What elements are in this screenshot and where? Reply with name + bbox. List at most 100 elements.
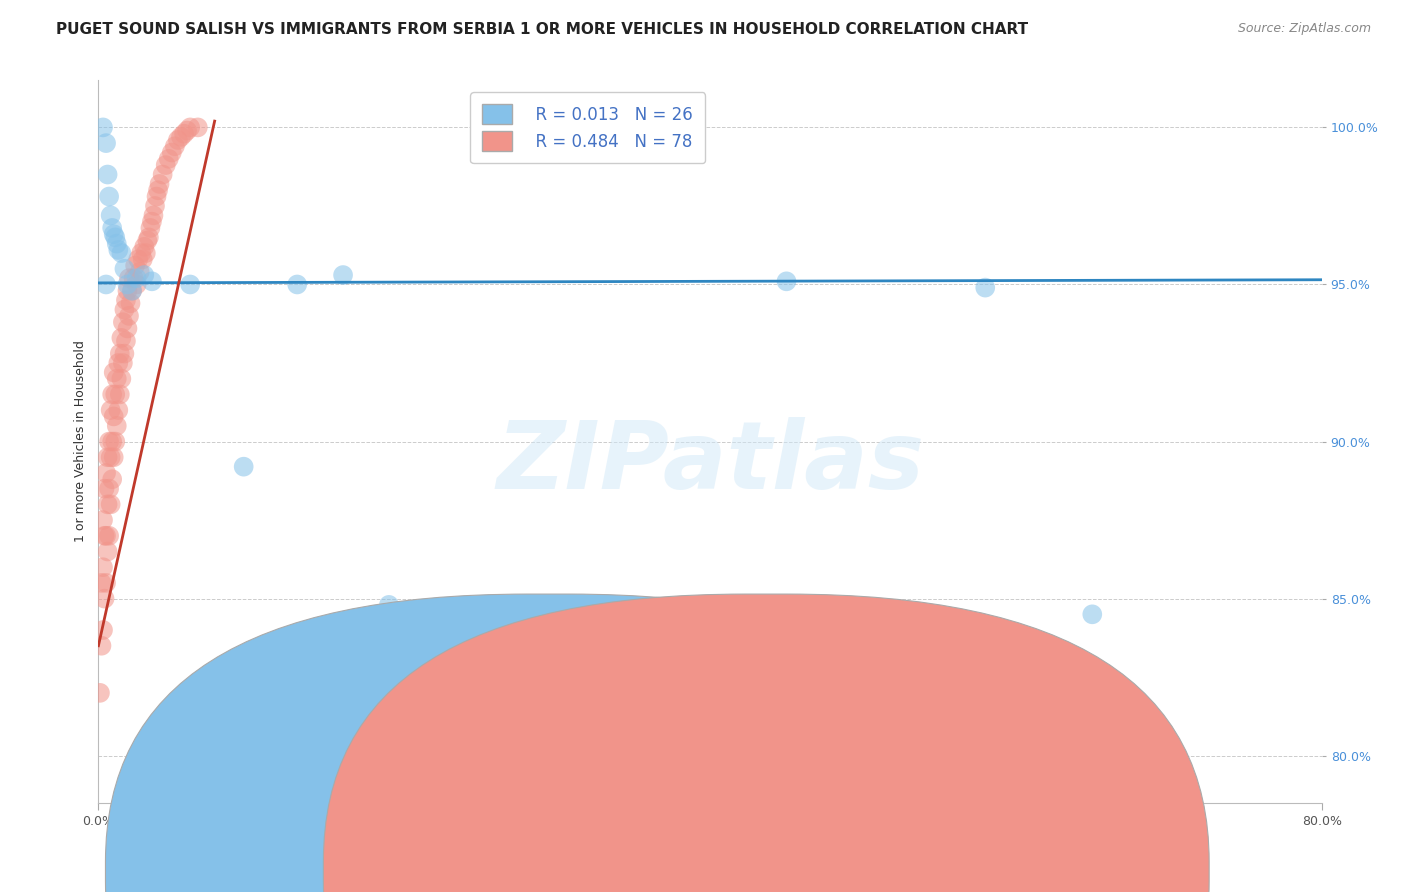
Legend:   R = 0.013   N = 26,   R = 0.484   N = 78: R = 0.013 N = 26, R = 0.484 N = 78 <box>471 92 704 163</box>
Point <box>110 246 132 260</box>
Point <box>146 183 169 197</box>
Point <box>974 280 997 294</box>
Point <box>125 277 148 292</box>
Point <box>125 271 148 285</box>
Point <box>91 623 114 637</box>
Point <box>141 274 163 288</box>
Point <box>179 277 201 292</box>
Point <box>108 346 131 360</box>
Point <box>132 252 155 267</box>
Point <box>121 284 143 298</box>
Point <box>93 529 115 543</box>
Point <box>111 315 134 329</box>
Point <box>103 227 125 242</box>
Point <box>775 274 797 288</box>
Point <box>138 230 160 244</box>
Point <box>129 246 152 260</box>
Text: PUGET SOUND SALISH VS IMMIGRANTS FROM SERBIA 1 OR MORE VEHICLES IN HOUSEHOLD COR: PUGET SOUND SALISH VS IMMIGRANTS FROM SE… <box>56 22 1028 37</box>
Point <box>163 139 186 153</box>
Point <box>97 450 120 465</box>
Point <box>101 472 124 486</box>
Point <box>103 409 125 424</box>
Point <box>93 591 115 606</box>
Point <box>332 268 354 282</box>
Point <box>111 356 134 370</box>
Point <box>112 302 135 317</box>
Point <box>170 129 193 144</box>
Point <box>145 189 167 203</box>
Point <box>97 168 120 182</box>
Point <box>101 387 124 401</box>
Point <box>101 221 124 235</box>
Point <box>94 277 117 292</box>
Point <box>98 434 121 449</box>
Point <box>115 334 138 348</box>
Point <box>112 346 135 360</box>
Point <box>110 372 132 386</box>
Point <box>117 277 139 292</box>
Point <box>118 271 141 285</box>
Point <box>134 268 156 282</box>
Point <box>127 252 149 267</box>
Point <box>1081 607 1104 622</box>
Point <box>118 309 141 323</box>
Point <box>97 544 120 558</box>
Point <box>100 403 122 417</box>
Text: Source: ZipAtlas.com: Source: ZipAtlas.com <box>1237 22 1371 36</box>
Point <box>89 686 111 700</box>
Point <box>98 482 121 496</box>
Point <box>285 277 308 292</box>
Point <box>94 529 117 543</box>
Point <box>135 246 157 260</box>
Point <box>107 243 129 257</box>
Point <box>112 261 135 276</box>
Point <box>105 418 128 433</box>
Text: ZIPatlas: ZIPatlas <box>496 417 924 509</box>
Point <box>104 434 127 449</box>
Point <box>93 482 115 496</box>
Point <box>378 598 401 612</box>
Point <box>121 284 143 298</box>
Point <box>94 466 117 480</box>
Point <box>232 459 254 474</box>
Point <box>94 575 117 590</box>
Point <box>104 230 127 244</box>
Point <box>103 450 125 465</box>
Point <box>187 120 209 135</box>
Point <box>179 120 201 135</box>
Point <box>134 240 156 254</box>
Point <box>141 214 163 228</box>
Point <box>160 145 183 160</box>
Point <box>104 387 127 401</box>
Text: Puget Sound Salish: Puget Sound Salish <box>591 863 724 877</box>
Point <box>122 271 145 285</box>
Point <box>117 284 139 298</box>
Point <box>108 387 131 401</box>
Point <box>91 513 114 527</box>
Point <box>100 208 122 222</box>
Point <box>105 372 128 386</box>
Point <box>143 199 166 213</box>
Point <box>98 529 121 543</box>
Point <box>139 221 162 235</box>
Point <box>136 234 159 248</box>
Point <box>105 236 128 251</box>
Point <box>90 575 112 590</box>
Point <box>107 356 129 370</box>
Point <box>155 158 177 172</box>
Point <box>91 560 114 574</box>
Point <box>103 366 125 380</box>
Point <box>176 123 198 137</box>
Point <box>98 189 121 203</box>
Point <box>152 168 174 182</box>
Point <box>167 133 190 147</box>
Point <box>173 127 195 141</box>
Point <box>117 321 139 335</box>
Point <box>115 293 138 308</box>
Point <box>91 120 114 135</box>
Point <box>110 331 132 345</box>
Point <box>128 265 150 279</box>
Point <box>100 497 122 511</box>
Point <box>100 450 122 465</box>
Text: Immigrants from Serbia: Immigrants from Serbia <box>801 863 966 877</box>
